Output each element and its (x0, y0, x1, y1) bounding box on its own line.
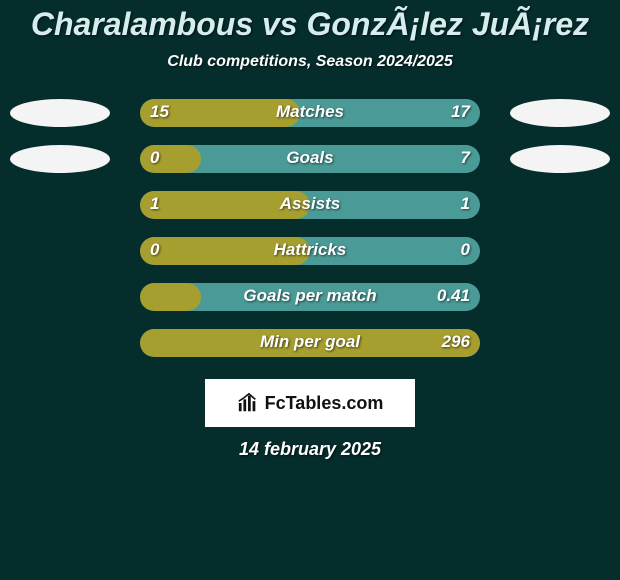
stat-value-right: 0 (461, 240, 470, 260)
stat-value-left: 0 (150, 240, 159, 260)
stat-value-right: 17 (451, 102, 470, 122)
player-avatar (10, 145, 110, 173)
bar-track (140, 329, 480, 357)
stat-value-left: 15 (150, 102, 169, 122)
comparison-card: Charalambous vs GonzÃ¡lez JuÃ¡rez Club c… (0, 0, 620, 580)
stat-value-right: 0.41 (437, 286, 470, 306)
stat-row: Assists11 (0, 191, 620, 237)
stat-row: Goals07 (0, 145, 620, 191)
player-avatar (10, 99, 110, 127)
stats-rows: Matches1517Goals07Assists11Hattricks00Go… (0, 99, 620, 375)
bar-fill (140, 237, 310, 265)
player-avatar (510, 145, 610, 173)
stat-row: Min per goal296 (0, 329, 620, 375)
bar-track (140, 145, 480, 173)
stat-row: Hattricks00 (0, 237, 620, 283)
stat-value-right: 7 (461, 148, 470, 168)
watermark-text: FcTables.com (265, 393, 384, 414)
stat-row: Matches1517 (0, 99, 620, 145)
bar-track (140, 191, 480, 219)
bar-fill (140, 191, 310, 219)
page-subtitle: Club competitions, Season 2024/2025 (0, 53, 620, 71)
player-avatar (510, 99, 610, 127)
stat-value-left: 0 (150, 148, 159, 168)
watermark: FcTables.com (205, 379, 415, 427)
bar-track (140, 283, 480, 311)
stat-value-right: 1 (461, 194, 470, 214)
date-text: 14 february 2025 (0, 439, 620, 460)
stat-value-right: 296 (442, 332, 470, 352)
bar-track (140, 237, 480, 265)
chart-icon (237, 392, 259, 414)
stat-value-left: 1 (150, 194, 159, 214)
page-title: Charalambous vs GonzÃ¡lez JuÃ¡rez (0, 6, 620, 43)
stat-row: Goals per match0.41 (0, 283, 620, 329)
bar-track (140, 99, 480, 127)
bar-fill (140, 329, 480, 357)
bar-fill (140, 283, 201, 311)
